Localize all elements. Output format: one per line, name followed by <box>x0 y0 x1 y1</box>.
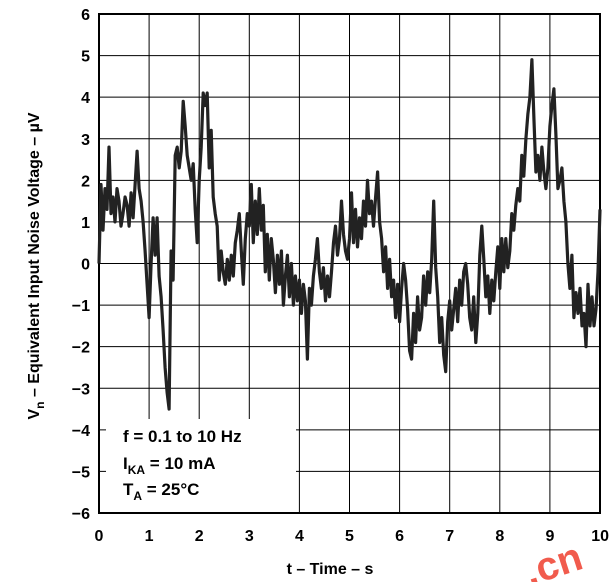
y-tick-label: −1 <box>72 298 90 315</box>
annotation-box <box>106 419 296 512</box>
y-tick-label: −6 <box>72 506 90 523</box>
y-axis-label: Vn – Equivalent Input Noise Voltage – µV <box>26 112 47 419</box>
x-tick-label: 3 <box>245 528 254 545</box>
y-tick-label: 4 <box>81 90 90 107</box>
x-axis-label: t – Time – s <box>287 561 374 578</box>
annotation-text: f = 0.1 to 10 Hz IKA = 10 mA TA = 25°C <box>123 427 242 503</box>
annotation-temperature: TA = 25°C <box>123 480 199 503</box>
x-tick-label: 5 <box>345 528 354 545</box>
y-tick-label: 6 <box>81 7 90 24</box>
x-tick-label: 2 <box>195 528 204 545</box>
x-tick-label: 4 <box>295 528 304 545</box>
x-tick-label: 7 <box>445 528 454 545</box>
y-tick-label: 1 <box>81 215 90 232</box>
y-tick-label: −5 <box>72 464 90 481</box>
x-tick-label: 0 <box>95 528 104 545</box>
x-tick-label: 10 <box>591 528 609 545</box>
x-tick-label: 6 <box>395 528 404 545</box>
annotation-frequency: f = 0.1 to 10 Hz <box>123 427 242 446</box>
watermark: .cn <box>519 535 588 582</box>
y-tick-label: −3 <box>72 381 90 398</box>
x-tick-label: 9 <box>545 528 554 545</box>
annotation-cathode-current: IKA = 10 mA <box>123 454 215 477</box>
noise-series <box>97 58 602 411</box>
y-tick-label: −4 <box>72 423 90 440</box>
x-tick-label: 8 <box>495 528 504 545</box>
y-tick-label: −2 <box>72 340 90 357</box>
noise-line <box>97 58 602 411</box>
watermark-text: .cn <box>519 535 588 582</box>
y-tick-label: 2 <box>81 173 90 190</box>
x-tick-labels: 0 1 2 3 4 5 6 7 8 9 10 <box>95 528 610 545</box>
y-tick-label: 0 <box>81 257 90 274</box>
y-tick-label: 3 <box>81 132 90 149</box>
y-tick-labels: 6 5 4 3 2 1 0 −1 −2 −3 −4 −5 −6 <box>72 7 90 523</box>
y-tick-label: 5 <box>81 49 90 66</box>
x-tick-label: 1 <box>145 528 154 545</box>
